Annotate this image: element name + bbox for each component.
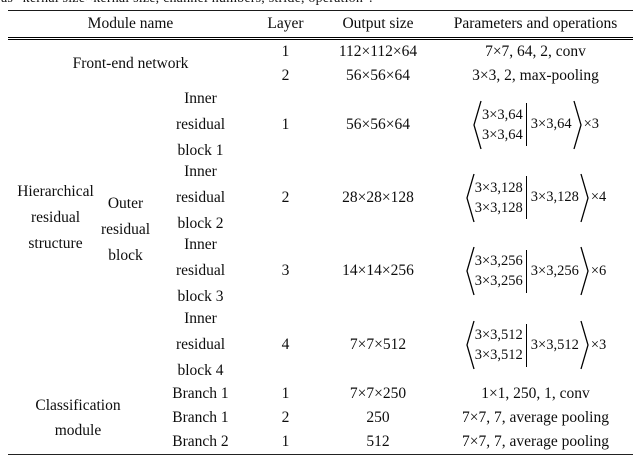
cell-hierarchical-label: Hierarchical residual structure — [8, 88, 103, 382]
cell-inner-block-label: Inner residual block 1 — [148, 88, 253, 161]
table-body: Front-end network 1 112×112×64 7×7, 64, … — [8, 40, 633, 455]
outer-residual-block-label: Outer residual block — [100, 195, 151, 264]
header-parameters: Parameters and operations — [453, 15, 618, 32]
cell-params: 7×7, 7, average pooling — [462, 409, 609, 426]
cell-output: 7×7×250 — [349, 385, 407, 402]
header-module-name: Module name — [87, 15, 174, 32]
residual-branch-stack: 3×3,64 3×3,64 — [482, 105, 523, 145]
right-angle-bracket-icon — [572, 100, 582, 149]
inner-block-4-label: Inner residual block 4 — [175, 310, 226, 379]
cell-output: 56×56×64 — [346, 115, 410, 133]
cell-output: 112×112×64 — [338, 43, 418, 60]
stack-line: 3×3,256 — [474, 253, 523, 269]
cell-layer: 1 — [281, 43, 290, 60]
inner-block-2-label: Inner residual block 2 — [175, 162, 226, 232]
left-angle-bracket-icon — [466, 246, 475, 296]
cell-branch: Branch 2 — [172, 433, 229, 450]
right-angle-bracket-icon — [580, 320, 589, 370]
left-angle-bracket-icon — [473, 100, 482, 149]
identity-branch: 3×3,128 — [530, 189, 579, 205]
cell-output: 28×28×128 — [342, 188, 414, 206]
cell-layer: 2 — [281, 67, 290, 84]
repeat-multiplier: ×4 — [590, 189, 607, 205]
stack-line: 3×3,128 — [474, 199, 523, 216]
table-caption-fragment: as "kernal size×kernal size, channel num… — [0, 0, 640, 7]
cell-params-math-block-3: 3×3,256 3×3,256 3×3,256 ×6 — [438, 234, 633, 308]
cell-params: 7×7, 64, 2, conv — [485, 43, 586, 60]
identity-branch: 3×3,512 — [530, 336, 579, 353]
caption-clip: as "kernal size×kernal size, channel num… — [0, 0, 640, 10]
stack-line: 3×3,128 — [474, 179, 523, 196]
inner-block-3-label: Inner residual block 3 — [175, 236, 226, 305]
cell-inner-block-label: Inner residual block 2 — [148, 161, 253, 234]
residual-branch-stack: 3×3,512 3×3,512 — [475, 325, 523, 365]
cell-classification-label: Classification module — [8, 382, 148, 454]
vertical-bar — [525, 323, 527, 367]
cell-params-math-block-4: 3×3,512 3×3,512 3×3,512 ×3 — [438, 308, 633, 382]
cell-front-end-label: Front-end network — [8, 40, 253, 88]
cell-output: 512 — [366, 433, 390, 450]
cell-params: 1×1, 250, 1, conv — [481, 385, 590, 402]
table-header-row: Module name Layer Output size Parameters… — [8, 10, 633, 40]
cell-layer: 1 — [281, 115, 290, 133]
architecture-table: Module name Layer Output size Parameters… — [8, 10, 633, 455]
stack-line: 3×3,64 — [481, 106, 523, 123]
vertical-bar — [525, 249, 527, 293]
right-angle-bracket-icon — [580, 173, 589, 222]
identity-branch: 3×3,64 — [530, 116, 572, 132]
front-end-label: Front-end network — [72, 55, 189, 72]
classification-label: Classification module — [35, 397, 121, 439]
identity-branch: 3×3,256 — [530, 262, 579, 279]
right-angle-bracket-icon — [580, 246, 589, 296]
cell-params-math-block-1: 3×3,64 3×3,64 3×3,64 ×3 — [438, 88, 633, 161]
cell-layer: 1 — [281, 385, 290, 402]
cell-layer: 1 — [281, 433, 290, 450]
inner-block-1-label: Inner residual block 1 — [175, 89, 226, 159]
stack-line: 3×3,512 — [474, 327, 523, 343]
cell-branch: Branch 1 — [172, 385, 229, 402]
cell-inner-block-label: Inner residual block 3 — [148, 234, 253, 308]
cell-params: 7×7, 7, average pooling — [462, 433, 609, 450]
cell-inner-block-label: Inner residual block 4 — [148, 308, 253, 382]
cell-outer-block-label: Outer residual block — [100, 88, 151, 382]
hierarchical-label: Hierarchical residual structure — [17, 183, 94, 252]
cell-params-math-block-2: 3×3,128 3×3,128 3×3,128 ×4 — [438, 161, 633, 234]
left-angle-bracket-icon — [466, 320, 475, 370]
cell-layer: 4 — [281, 336, 290, 353]
cell-layer: 3 — [281, 262, 290, 279]
vertical-bar — [525, 103, 527, 146]
stack-line: 3×3,256 — [474, 273, 523, 289]
residual-branch-stack: 3×3,128 3×3,128 — [475, 178, 523, 218]
cell-branch: Branch 1 — [172, 409, 229, 426]
cell-layer: 2 — [281, 188, 290, 206]
repeat-multiplier: ×3 — [590, 336, 607, 353]
repeat-multiplier: ×6 — [590, 262, 607, 279]
stack-line: 3×3,512 — [474, 347, 523, 363]
vertical-bar — [525, 176, 527, 219]
stack-line: 3×3,64 — [481, 126, 523, 143]
cell-output: 56×56×64 — [346, 67, 410, 84]
left-angle-bracket-icon — [466, 173, 475, 222]
repeat-multiplier: ×3 — [583, 116, 600, 132]
cell-output: 250 — [366, 409, 390, 426]
header-output-size: Output size — [342, 15, 414, 32]
cell-layer: 2 — [281, 409, 290, 426]
cell-output: 14×14×256 — [342, 262, 414, 279]
cell-output: 7×7×512 — [349, 336, 407, 353]
residual-branch-stack: 3×3,256 3×3,256 — [475, 251, 523, 291]
cell-params: 3×3, 2, max-pooling — [472, 67, 599, 84]
header-layer: Layer — [267, 15, 304, 32]
